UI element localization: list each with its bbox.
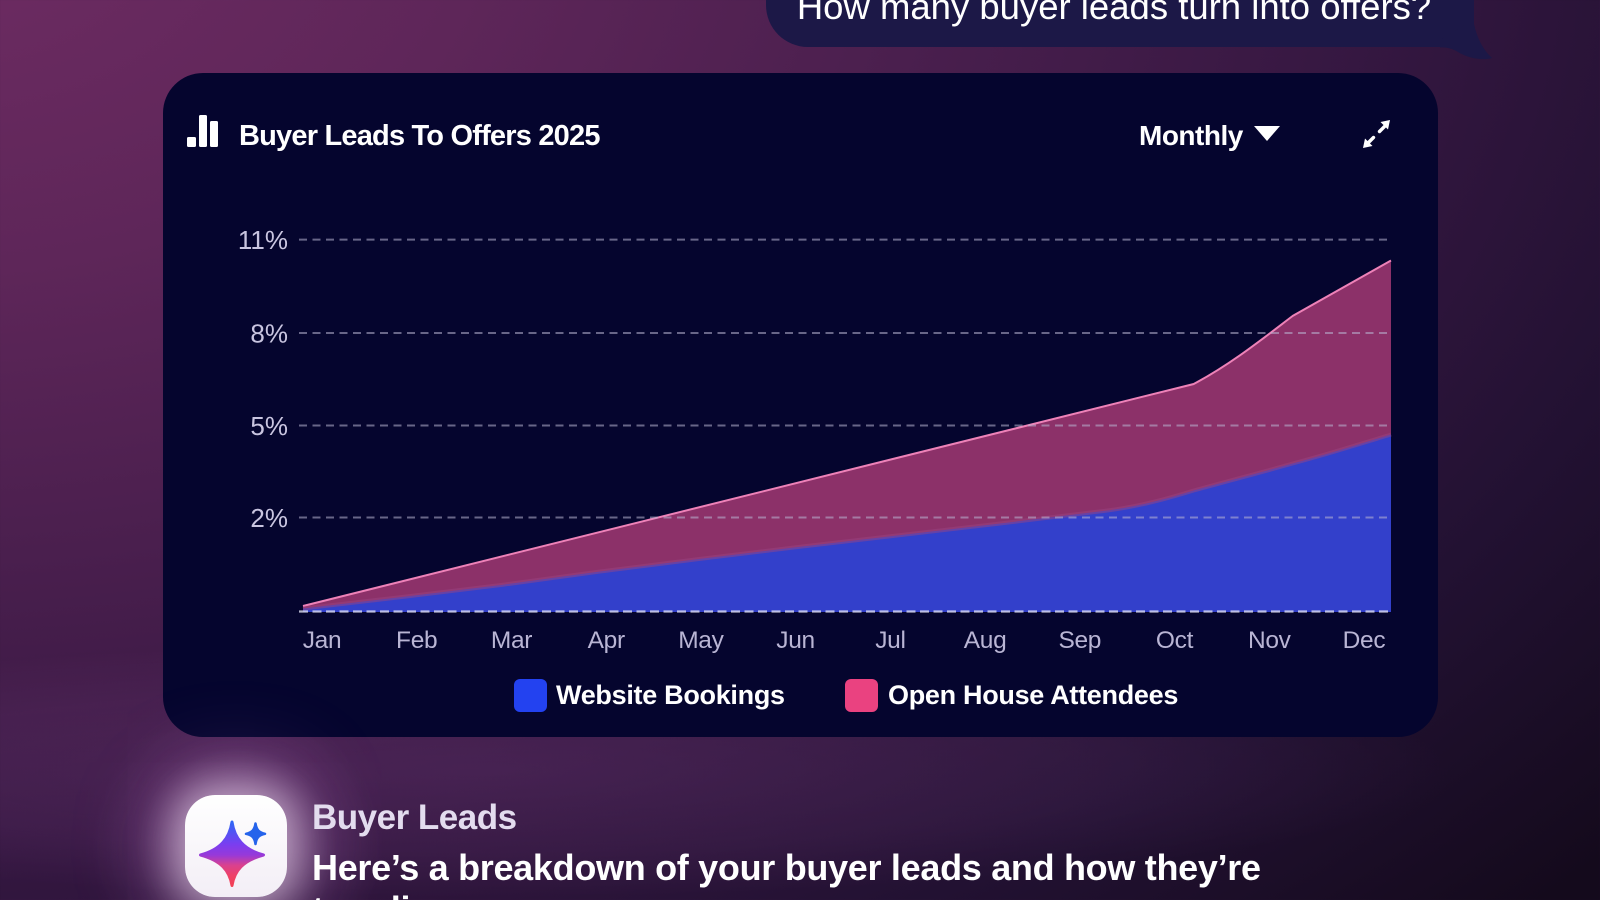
svg-text:Oct: Oct: [1156, 627, 1194, 654]
svg-text:Nov: Nov: [1248, 627, 1292, 654]
svg-text:Jun: Jun: [776, 627, 815, 654]
svg-text:8%: 8%: [250, 319, 288, 349]
svg-text:Aug: Aug: [964, 627, 1007, 654]
svg-text:Apr: Apr: [588, 627, 625, 654]
svg-text:5%: 5%: [250, 411, 288, 441]
svg-text:2%: 2%: [250, 503, 288, 533]
svg-text:Jan: Jan: [303, 627, 342, 654]
svg-text:11%: 11%: [238, 225, 288, 255]
svg-text:Feb: Feb: [396, 627, 437, 654]
svg-text:Jul: Jul: [875, 627, 905, 654]
svg-text:Mar: Mar: [491, 627, 532, 654]
svg-text:May: May: [678, 627, 724, 654]
svg-text:Sep: Sep: [1058, 627, 1101, 654]
svg-text:Dec: Dec: [1343, 627, 1386, 654]
